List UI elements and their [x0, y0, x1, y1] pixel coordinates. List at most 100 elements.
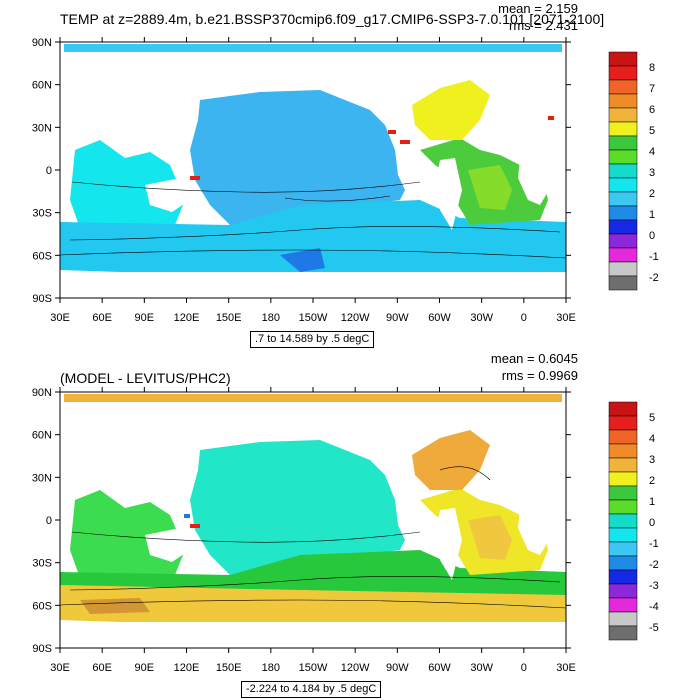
- lat-axis: 90N 60N 30N 0 30S 60S 90S: [32, 37, 571, 305]
- colorbar-swatch: [608, 597, 638, 613]
- southern-ocean: [60, 200, 566, 278]
- lon-tick-label: 180: [262, 312, 280, 324]
- lon-tick-label: 120W: [341, 662, 370, 674]
- contour-range-note: .7 to 14.589 by .5 degC: [250, 331, 375, 348]
- lon-tick-label: 150W: [299, 312, 328, 324]
- lon-tick-label: 60E: [92, 662, 112, 674]
- colorbar-swatch: [608, 247, 638, 263]
- colorbar-swatch: [608, 625, 638, 641]
- lon-tick-label: 60W: [428, 312, 451, 324]
- lon-tick-label: 90W: [386, 312, 409, 324]
- colorbar-label: 5: [649, 125, 655, 137]
- lon-tick-label: 120E: [174, 662, 200, 674]
- antarctic-land: [60, 622, 566, 648]
- hot-spot: [190, 176, 200, 180]
- colorbar-label: 3: [649, 167, 655, 179]
- colorbar-swatch: [608, 93, 638, 109]
- colorbar-label: 2: [649, 475, 655, 487]
- panel-top: TEMP at z=2889.4m, b.e21.BSSP370cmip6.f0…: [32, 1, 659, 324]
- colorbar-swatch: [608, 107, 638, 123]
- south-atlantic-patch: [468, 515, 512, 560]
- colorbar-swatch: [608, 51, 638, 67]
- colorbar-label: 0: [649, 230, 655, 242]
- hot-spot: [184, 514, 190, 518]
- lon-tick-label: 150E: [216, 312, 242, 324]
- south-atlantic-patch: [468, 165, 512, 210]
- lon-tick-label: 60E: [92, 312, 112, 324]
- lon-tick-label: 150W: [299, 662, 328, 674]
- colorbar-swatch: [608, 65, 638, 81]
- lon-tick-label: 0: [521, 312, 527, 324]
- lon-tick-label: 30W: [470, 662, 493, 674]
- colorbar-swatch: [608, 541, 638, 557]
- colorbar-swatch: [608, 401, 638, 417]
- lat-tick-label: 90S: [32, 293, 52, 305]
- lat-tick-label: 0: [46, 515, 52, 527]
- colorbar: 5 4 3 2 1 0 -1 -2 -3 -4 -5: [608, 401, 659, 641]
- colorbar-swatch: [608, 261, 638, 277]
- colorbar-swatch: [608, 219, 638, 235]
- colorbar-swatch: [608, 499, 638, 515]
- colorbar-swatch: [608, 443, 638, 459]
- colorbar-swatch: [608, 177, 638, 193]
- lon-tick-label: 30E: [50, 312, 70, 324]
- colorbar-label: 3: [649, 454, 655, 466]
- colorbar-label: 7: [649, 83, 655, 95]
- antarctic-deep: [80, 598, 150, 614]
- colorbar-label: 4: [649, 146, 655, 158]
- colorbar-label: -5: [649, 622, 659, 634]
- colorbar-label: -3: [649, 580, 659, 592]
- colorbar-label: 6: [649, 104, 655, 116]
- rms-label: rms = 2.431: [509, 18, 578, 33]
- lat-tick-label: 90N: [32, 387, 52, 399]
- colorbar-swatch: [608, 233, 638, 249]
- hot-spot: [190, 524, 200, 528]
- north-atlantic: [412, 430, 490, 490]
- lon-tick-label: 60W: [428, 662, 451, 674]
- north-atlantic: [412, 80, 490, 140]
- hot-spot: [388, 130, 396, 134]
- colorbar-label: -1: [649, 251, 659, 263]
- antarctic-land: [60, 272, 566, 298]
- colorbar-swatch: [608, 275, 638, 291]
- lat-tick-label: 60S: [32, 600, 52, 612]
- contour-range-note: -2.224 to 4.184 by .5 degC: [241, 681, 382, 698]
- lat-tick-label: 60S: [32, 250, 52, 262]
- south-america-land: [436, 158, 462, 230]
- map-area: [60, 392, 566, 648]
- lat-tick-label: 0: [46, 165, 52, 177]
- lat-tick-label: 90N: [32, 37, 52, 49]
- hot-spot: [400, 140, 410, 144]
- lon-tick-label: 120W: [341, 312, 370, 324]
- lon-tick-label: 90E: [135, 312, 155, 324]
- antarctic-deep: [280, 248, 325, 272]
- lon-tick-label: 150E: [216, 662, 242, 674]
- lon-tick-label: 30E: [556, 662, 576, 674]
- colorbar-label: 2: [649, 188, 655, 200]
- colorbar-swatch: [608, 191, 638, 207]
- lon-tick-label: 180: [262, 662, 280, 674]
- panel-bottom: (MODEL - LEVITUS/PHC2) mean = 0.6045 rms…: [32, 351, 659, 674]
- map-area: [60, 42, 566, 298]
- colorbar-swatch: [608, 555, 638, 571]
- southern-warm-band: [60, 585, 566, 628]
- colorbar-label: -2: [649, 272, 659, 284]
- lat-tick-label: 30N: [32, 472, 52, 484]
- mean-label: mean = 0.6045: [491, 351, 578, 366]
- colorbar-swatch: [608, 583, 638, 599]
- lon-tick-label: 30E: [556, 312, 576, 324]
- pacific-ocean: [190, 90, 405, 230]
- lon-axis: 30E 60E 90E 120E 150E 180 150W 120W 90W 60W 30W 0 30…: [50, 37, 576, 324]
- lat-tick-label: 90S: [32, 643, 52, 655]
- southern-ocean: [60, 550, 566, 600]
- lon-tick-label: 90E: [135, 662, 155, 674]
- colorbar-swatch: [608, 527, 638, 543]
- colorbar-swatch: [608, 149, 638, 165]
- colorbar-label: 0: [649, 517, 655, 529]
- colorbar-swatch: [608, 429, 638, 445]
- mean-label: mean = 2.159: [498, 1, 578, 16]
- colorbar-label: -4: [649, 601, 659, 613]
- africa-land: [518, 510, 552, 555]
- lat-tick-label: 30S: [32, 208, 52, 220]
- lat-tick-label: 60N: [32, 430, 52, 442]
